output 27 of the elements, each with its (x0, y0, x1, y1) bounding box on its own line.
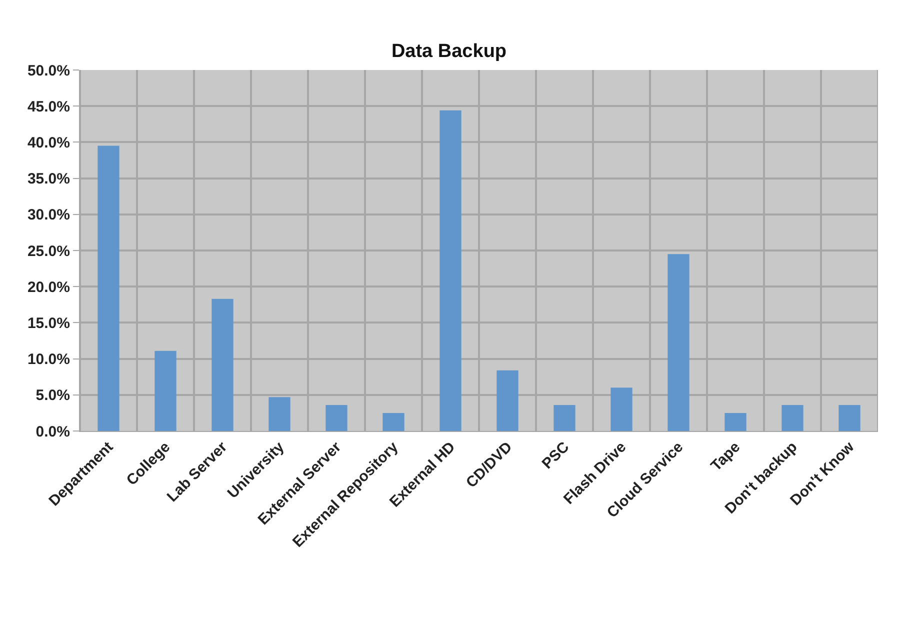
bar (610, 388, 632, 431)
bar (668, 254, 690, 431)
chart-title: Data Backup (391, 40, 507, 62)
y-tick-label: 45.0% (27, 98, 70, 116)
bar (268, 397, 290, 431)
y-tick-label: 15.0% (27, 314, 70, 332)
y-tick-label: 0.0% (36, 423, 70, 440)
bar (440, 110, 462, 431)
bar (382, 412, 404, 431)
bar (554, 405, 576, 431)
bar (496, 370, 518, 431)
bar (326, 405, 348, 431)
y-tick-label: 40.0% (27, 134, 70, 152)
x-tick-label: Tape (708, 438, 744, 475)
y-tick-label: 30.0% (27, 206, 70, 224)
y-tick-label: 20.0% (27, 278, 70, 296)
y-tick-label: 25.0% (27, 242, 70, 260)
y-tick-label: 5.0% (36, 387, 70, 404)
y-tick-label: 10.0% (27, 351, 70, 368)
bar (782, 405, 804, 431)
bar (212, 298, 234, 431)
y-tick-label: 50.0% (27, 62, 70, 80)
bar (154, 350, 176, 431)
bar (724, 412, 746, 431)
bar (838, 405, 860, 431)
bar (98, 146, 120, 431)
y-tick-label: 35.0% (27, 170, 70, 188)
